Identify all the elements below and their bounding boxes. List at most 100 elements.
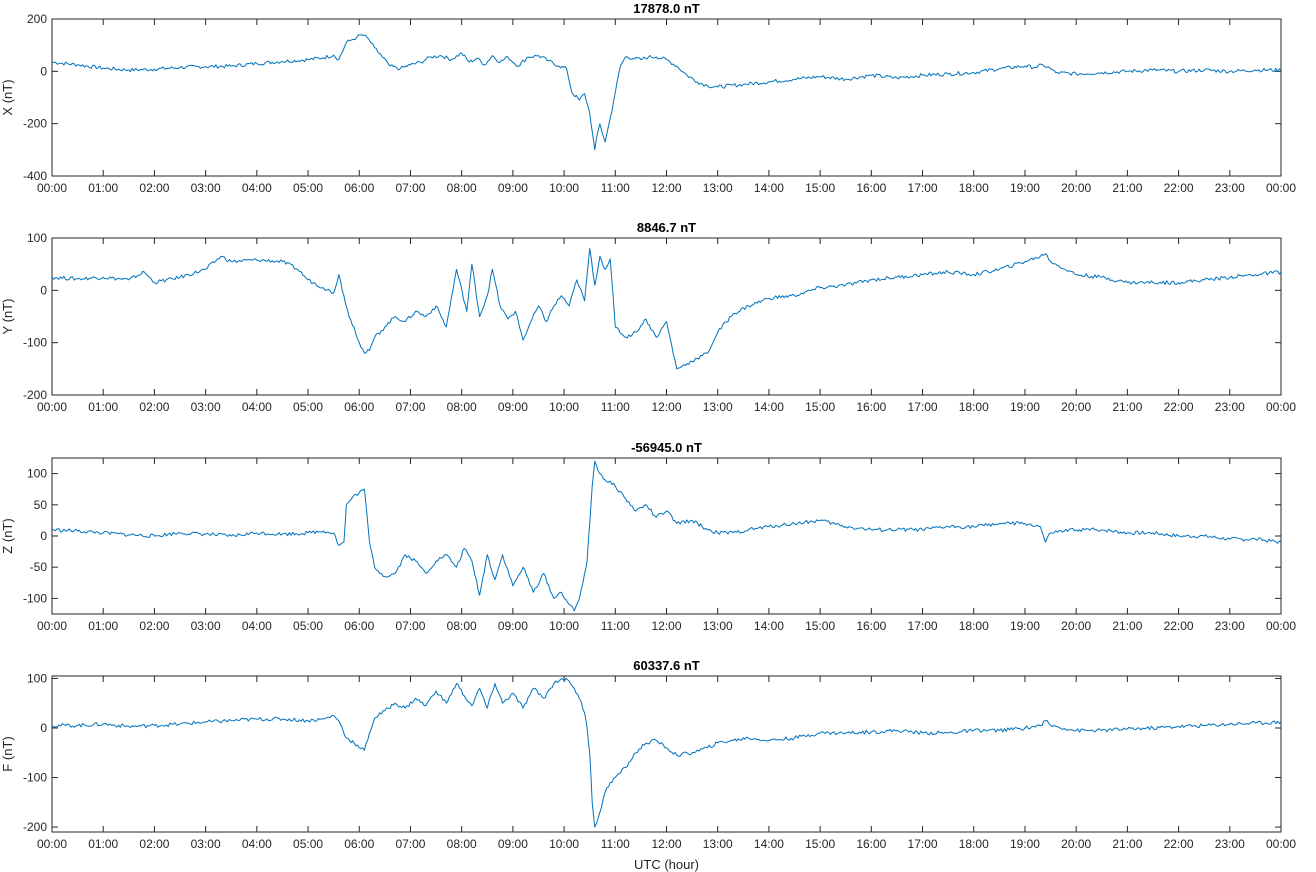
x-tick-label: 19:00 [1010,400,1040,414]
y-tick-label: 100 [27,231,47,245]
x-tick-label: 14:00 [754,619,784,633]
x-tick-label: 13:00 [703,181,733,195]
x-tick-label: 05:00 [293,619,323,633]
y-tick-label: 100 [27,467,47,481]
x-tick-label: 17:00 [908,837,938,851]
x-tick-label: 00:00 [37,837,67,851]
x-tick-label: 13:00 [703,400,733,414]
y-tick-label: -100 [23,771,47,785]
series-line [51,460,1282,612]
x-tick-label: 16:00 [856,400,886,414]
x-tick-label: 07:00 [395,837,425,851]
x-tick-label: 06:00 [344,400,374,414]
panel-title: 17878.0 nT [633,1,700,16]
x-tick-label: 23:00 [1215,400,1245,414]
x-tick-label: 14:00 [754,837,784,851]
x-tick-label: 05:00 [293,400,323,414]
y-tick-label: 0 [40,721,47,735]
y-axis-label: F (nT) [0,736,15,771]
x-tick-label: 19:00 [1010,619,1040,633]
x-tick-label: 03:00 [191,837,221,851]
x-tick-label: 18:00 [959,837,989,851]
y-tick-label: -200 [23,820,47,834]
x-tick-label: 07:00 [395,400,425,414]
y-tick-label: 0 [40,529,47,543]
x-tick-label: 21:00 [1112,181,1142,195]
y-tick-label: -100 [23,591,47,605]
x-tick-label: 20:00 [1061,400,1091,414]
x-tick-label: 23:00 [1215,837,1245,851]
x-tick-label: 07:00 [395,181,425,195]
y-tick-label: 50 [34,498,48,512]
panel-4: 00:00 01:00 02:00 03:00 04:00 05:00 06:00 07:00… [0,658,1296,872]
x-tick-label: 23:00 [1215,181,1245,195]
x-tick-label: 04:00 [242,400,272,414]
x-tick-label: 02:00 [139,619,169,633]
x-tick-label: 20:00 [1061,181,1091,195]
x-tick-label: 15:00 [805,837,835,851]
y-tick-label: 0 [40,283,47,297]
x-tick-label: 02:00 [139,400,169,414]
x-tick-label: 16:00 [856,837,886,851]
x-tick-label: 00:00 [1266,181,1296,195]
x-tick-label: 00:00 [37,619,67,633]
x-tick-label: 18:00 [959,619,989,633]
x-tick-label: 21:00 [1112,837,1142,851]
x-tick-label: 17:00 [908,181,938,195]
x-tick-label: 02:00 [139,837,169,851]
y-tick-label: -100 [23,336,47,350]
y-tick-label: -200 [23,117,47,131]
x-tick-label: 15:00 [805,619,835,633]
x-tick-label: 15:00 [805,400,835,414]
x-tick-label: 09:00 [498,837,528,851]
x-tick-label: 15:00 [805,181,835,195]
x-tick-label: 08:00 [447,400,477,414]
y-tick-label: 200 [27,12,47,26]
x-tick-label: 05:00 [293,181,323,195]
x-tick-label: 10:00 [549,400,579,414]
x-tick-label: 09:00 [498,400,528,414]
x-tick-label: 13:00 [703,619,733,633]
x-tick-label: 08:00 [447,181,477,195]
x-tick-label: 19:00 [1010,181,1040,195]
x-tick-label: 11:00 [601,181,630,195]
x-tick-label: 00:00 [1266,619,1296,633]
x-tick-label: 08:00 [447,837,477,851]
panel-2: 00:00 01:00 02:00 03:00 04:00 05:00 06:00 07:00… [0,220,1296,414]
y-tick-label: 100 [27,671,47,685]
x-tick-label: 21:00 [1112,400,1142,414]
x-tick-label: 01:00 [88,181,118,195]
x-tick-label: 03:00 [191,181,221,195]
x-tick-label: 18:00 [959,181,989,195]
x-axis-label: UTC (hour) [634,857,699,872]
x-tick-label: 06:00 [344,181,374,195]
axes-box [51,675,1282,833]
axes-box [51,18,1282,177]
x-tick-label: 01:00 [88,619,118,633]
x-tick-label: 12:00 [651,400,681,414]
x-tick-label: 01:00 [88,837,118,851]
x-tick-label: 00:00 [37,400,67,414]
x-tick-label: 22:00 [1164,837,1194,851]
x-tick-label: 06:00 [344,619,374,633]
x-tick-label: 10:00 [549,619,579,633]
x-tick-label: 03:00 [191,400,221,414]
x-tick-label: 11:00 [601,837,630,851]
x-tick-label: 01:00 [88,400,118,414]
x-tick-label: 17:00 [908,619,938,633]
x-tick-label: 13:00 [703,837,733,851]
x-tick-label: 08:00 [447,619,477,633]
x-tick-label: 14:00 [754,181,784,195]
x-tick-label: 00:00 [1266,837,1296,851]
x-tick-label: 10:00 [549,181,579,195]
series-line [51,248,1282,370]
x-tick-label: 04:00 [242,837,272,851]
panel-title: 60337.6 nT [633,658,700,673]
panel-title: -56945.0 nT [631,440,702,455]
panel-1: 00:00 01:00 02:00 03:00 04:00 05:00 06:00 07:00… [0,1,1296,195]
series-line [51,677,1282,828]
x-tick-label: 16:00 [856,181,886,195]
x-tick-label: 00:00 [1266,400,1296,414]
x-tick-label: 00:00 [37,181,67,195]
